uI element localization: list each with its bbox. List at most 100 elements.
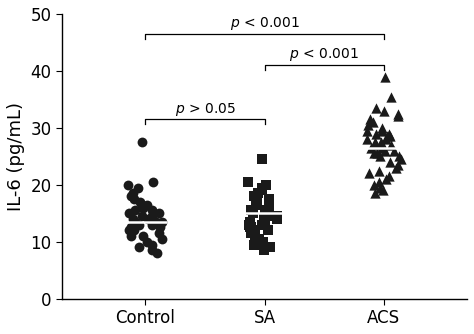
Point xyxy=(368,145,375,150)
Point xyxy=(258,185,266,190)
Point xyxy=(127,193,135,199)
Point xyxy=(125,228,133,233)
Point xyxy=(387,94,395,99)
Point xyxy=(262,208,269,213)
Point xyxy=(130,196,138,202)
Point xyxy=(363,128,371,133)
Point xyxy=(135,185,142,190)
Point xyxy=(258,156,266,162)
Point xyxy=(372,131,380,136)
Point xyxy=(152,219,160,224)
Point xyxy=(380,108,388,114)
Point xyxy=(365,171,373,176)
Point xyxy=(247,225,255,230)
Point xyxy=(253,202,260,207)
Point xyxy=(394,111,401,116)
Point xyxy=(264,228,272,233)
Point xyxy=(372,142,380,148)
Point xyxy=(375,168,383,173)
Point xyxy=(254,199,261,204)
Point xyxy=(156,225,164,230)
Point xyxy=(158,236,165,241)
Point xyxy=(246,219,253,224)
Point xyxy=(261,219,269,224)
Point xyxy=(371,139,379,145)
Point xyxy=(148,242,156,247)
Point xyxy=(385,174,393,179)
Point xyxy=(382,137,390,142)
Point xyxy=(375,179,383,185)
Point xyxy=(135,245,143,250)
Point xyxy=(378,145,385,150)
Point xyxy=(363,137,371,142)
Point xyxy=(125,210,132,216)
Point xyxy=(250,193,258,199)
Point xyxy=(139,233,146,239)
Point xyxy=(271,213,279,219)
Point xyxy=(249,210,257,216)
Point xyxy=(370,151,377,156)
Point xyxy=(245,222,253,227)
Point xyxy=(370,182,378,187)
Point xyxy=(158,219,166,224)
Point xyxy=(139,213,146,219)
Point xyxy=(143,202,151,207)
Point xyxy=(258,188,265,193)
Point xyxy=(273,216,281,221)
Point xyxy=(397,156,404,162)
Point xyxy=(258,222,266,227)
Point xyxy=(260,239,267,244)
Point xyxy=(376,154,383,159)
Point xyxy=(155,222,163,227)
Point xyxy=(386,159,393,165)
Point xyxy=(379,188,386,193)
Point xyxy=(139,205,146,210)
Point xyxy=(138,202,146,207)
Point xyxy=(148,222,156,227)
Point xyxy=(394,162,402,168)
Point xyxy=(392,165,400,170)
Point xyxy=(131,219,138,224)
Point xyxy=(144,216,151,221)
Point xyxy=(135,222,143,227)
Point xyxy=(251,228,258,233)
Point xyxy=(143,239,150,244)
Point xyxy=(394,114,401,119)
Point xyxy=(372,191,379,196)
Text: $p$ < 0.001: $p$ < 0.001 xyxy=(229,15,300,32)
Point xyxy=(260,247,268,253)
Point xyxy=(373,105,380,111)
Point xyxy=(246,225,254,230)
Point xyxy=(129,216,137,221)
Point xyxy=(265,196,273,202)
Point xyxy=(364,122,372,128)
Point xyxy=(255,191,262,196)
Point xyxy=(382,148,389,153)
Point xyxy=(129,191,137,196)
Point xyxy=(387,142,394,148)
Point xyxy=(154,250,161,256)
Point xyxy=(255,236,263,241)
Point xyxy=(128,233,135,239)
Point xyxy=(131,208,139,213)
Point xyxy=(390,148,398,153)
Point xyxy=(386,134,394,139)
Point xyxy=(244,179,251,185)
Point xyxy=(261,210,269,216)
Point xyxy=(265,205,273,210)
Text: $p$ > 0.05: $p$ > 0.05 xyxy=(174,101,236,118)
Point xyxy=(378,125,385,131)
Point xyxy=(378,128,386,133)
Point xyxy=(382,74,389,79)
Point xyxy=(250,242,258,247)
Point xyxy=(155,210,163,216)
Point xyxy=(382,176,390,182)
Point xyxy=(155,230,163,236)
Text: $p$ < 0.001: $p$ < 0.001 xyxy=(289,46,359,63)
Point xyxy=(266,245,273,250)
Point xyxy=(263,182,270,187)
Point xyxy=(366,117,374,122)
Point xyxy=(246,230,254,236)
Point xyxy=(149,179,157,185)
Y-axis label: IL-6 (pg/mL): IL-6 (pg/mL) xyxy=(7,102,25,211)
